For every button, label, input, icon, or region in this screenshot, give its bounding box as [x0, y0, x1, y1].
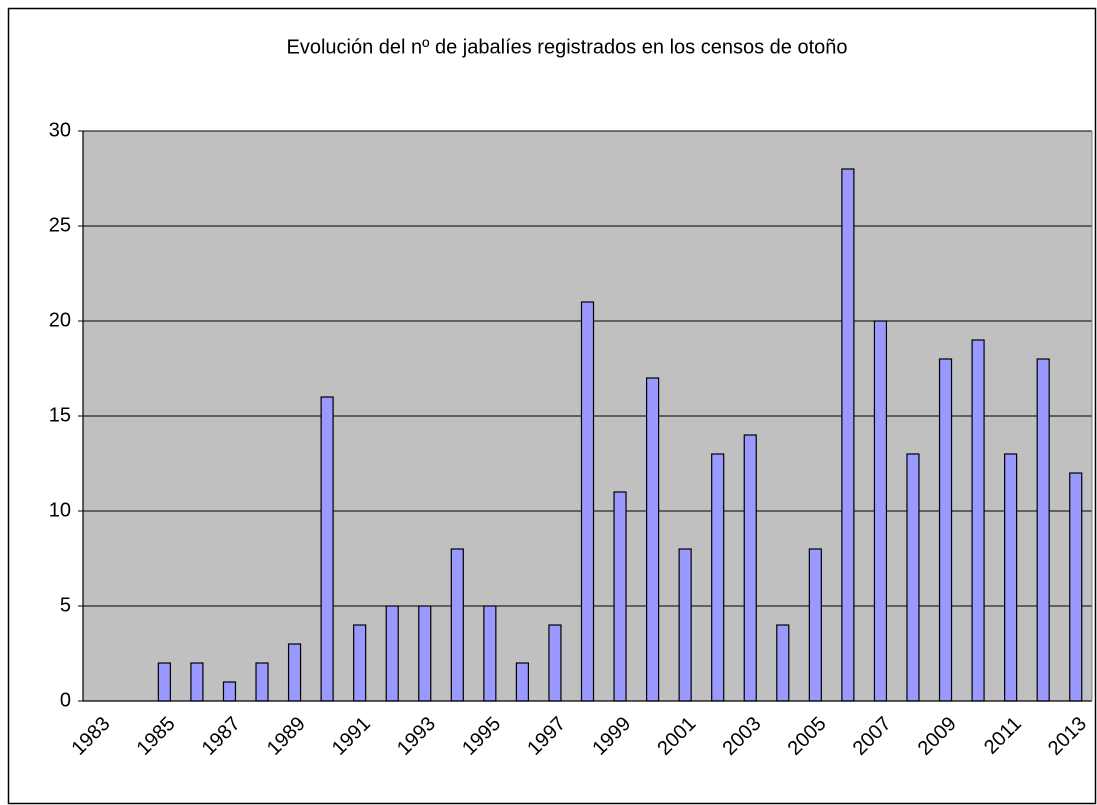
bar	[938, 358, 953, 702]
bar	[222, 681, 237, 702]
bar	[613, 491, 627, 702]
bar	[711, 453, 725, 702]
y-tick-label: 20	[49, 309, 71, 331]
y-tick-label: 5	[60, 594, 71, 616]
y-tick-label: 10	[49, 499, 71, 521]
bar	[548, 624, 562, 702]
bar	[385, 605, 399, 702]
bar	[353, 624, 367, 702]
bar	[157, 662, 171, 702]
bar	[418, 605, 432, 702]
bar	[1004, 453, 1018, 702]
bar	[645, 377, 660, 702]
bar	[287, 643, 302, 702]
y-tick-label: 25	[49, 214, 71, 236]
bar	[1069, 472, 1083, 702]
bar	[743, 434, 757, 702]
bar	[483, 605, 497, 702]
bar	[776, 624, 790, 702]
bar	[808, 548, 822, 702]
bar	[906, 453, 920, 702]
bar	[580, 301, 595, 702]
bar	[190, 662, 204, 702]
bar	[678, 548, 692, 702]
bar	[971, 339, 985, 702]
y-tick-label: 30	[49, 119, 71, 141]
bar	[320, 396, 334, 702]
bar	[873, 320, 888, 702]
bar	[1036, 358, 1050, 702]
bar	[255, 662, 269, 702]
bar	[515, 662, 530, 702]
bar	[450, 548, 464, 702]
y-tick-label: 0	[60, 689, 71, 711]
bar	[841, 168, 855, 702]
y-tick-label: 15	[49, 404, 71, 426]
chart-title: Evolución del nº de jabalíes registrados…	[287, 36, 848, 58]
